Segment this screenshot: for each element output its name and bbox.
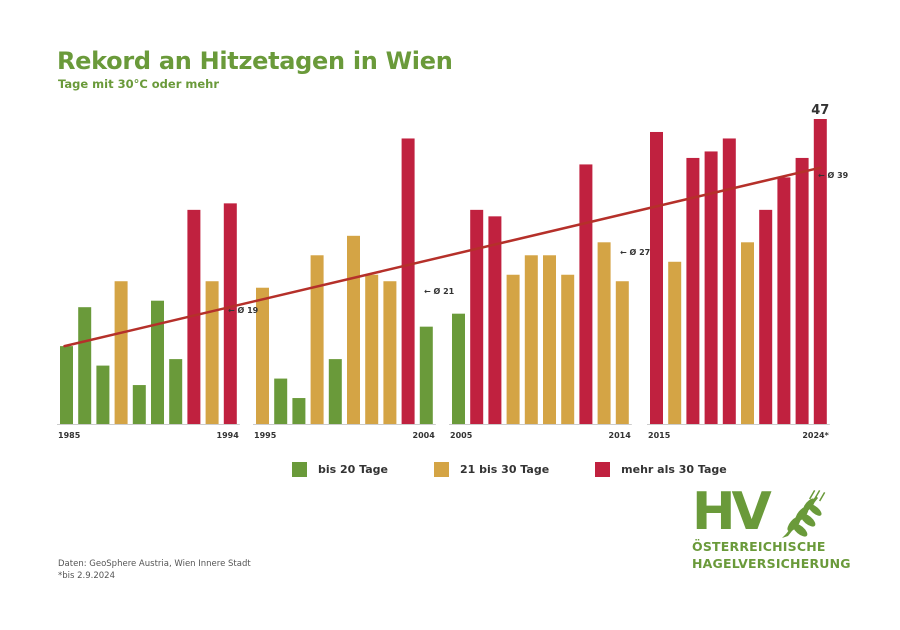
bar-1988 bbox=[114, 281, 128, 424]
bar-2013 bbox=[597, 242, 611, 424]
x-tick-label: 2004 bbox=[413, 431, 436, 440]
bar-2011 bbox=[561, 274, 575, 424]
bar-2022 bbox=[777, 177, 791, 424]
bar-2003 bbox=[401, 138, 415, 424]
bar-1995 bbox=[256, 287, 269, 424]
bar-1996 bbox=[274, 378, 288, 424]
chart-title: Rekord an Hitzetagen in Wien bbox=[57, 47, 453, 75]
bar-2016 bbox=[668, 261, 682, 424]
bar-2018 bbox=[704, 151, 718, 424]
bar-chart: 1985 1994 1995 2004 2005 2014 2015 2024* ← Ø 19 ←… bbox=[57, 103, 849, 440]
bar-1985 bbox=[60, 346, 73, 424]
logo-text-line1: ÖSTERREICHISCHE bbox=[692, 539, 826, 554]
bar-2005 bbox=[452, 313, 465, 424]
bar-2004 bbox=[419, 326, 433, 424]
bar-2020 bbox=[741, 242, 754, 424]
logo-mark: HV bbox=[692, 482, 772, 542]
x-tick-label: 1985 bbox=[58, 431, 81, 440]
legend-label-low: bis 20 Tage bbox=[318, 463, 389, 476]
bar-1990 bbox=[151, 300, 164, 424]
bar-1987 bbox=[96, 365, 110, 424]
legend-swatch-low bbox=[292, 462, 307, 477]
x-tick-label: 1994 bbox=[217, 431, 240, 440]
logo-text: ÖSTERREICHISCHE HAGELVERSICHERUNG bbox=[692, 538, 851, 572]
bar-2019 bbox=[722, 138, 736, 424]
bar-2007 bbox=[488, 216, 502, 424]
chart-subtitle: Tage mit 30°C oder mehr bbox=[58, 77, 220, 91]
bar-2024 bbox=[813, 119, 827, 424]
wheat-icon bbox=[782, 489, 826, 538]
data-source: Daten: GeoSphere Austria, Wien Innere St… bbox=[58, 559, 251, 569]
x-tick-label: 1995 bbox=[254, 431, 277, 440]
bar-2023 bbox=[795, 157, 809, 425]
bar-2000 bbox=[347, 235, 360, 424]
bar-2006 bbox=[470, 209, 484, 424]
average-label: ← Ø 19 bbox=[228, 305, 259, 315]
x-tick-label: 2005 bbox=[450, 431, 473, 440]
bar-2010 bbox=[543, 255, 556, 424]
bar-2014 bbox=[615, 281, 629, 424]
legend-swatch-high bbox=[595, 462, 611, 477]
bar-2021 bbox=[759, 209, 773, 424]
footer: Daten: GeoSphere Austria, Wien Innere St… bbox=[58, 558, 251, 582]
company-logo: HV ÖSTERREICHISCHE HAGELVERSICHERUNG bbox=[692, 482, 862, 578]
bar-1989 bbox=[132, 385, 146, 424]
bar-1999 bbox=[328, 359, 342, 424]
bar-1986 bbox=[78, 307, 92, 424]
legend-item-high: mehr als 30 Tage bbox=[595, 462, 727, 477]
x-tick-label: 2014 bbox=[609, 431, 632, 440]
bar-2002 bbox=[383, 281, 397, 424]
bar-2001 bbox=[365, 274, 379, 424]
bar-1998 bbox=[310, 255, 324, 424]
bar-2009 bbox=[524, 255, 538, 424]
legend-item-mid: 21 bis 30 Tage bbox=[434, 462, 549, 477]
bar-2008 bbox=[506, 274, 520, 424]
legend-label-mid: 21 bis 30 Tage bbox=[460, 463, 550, 476]
logo-text-line2: HAGELVERSICHERUNG bbox=[692, 556, 851, 571]
trend-line bbox=[63, 166, 822, 348]
bar-1997 bbox=[292, 398, 306, 424]
bar-1994 bbox=[223, 203, 237, 424]
bar-2015 bbox=[650, 131, 663, 424]
average-label: ← Ø 27 bbox=[620, 247, 650, 257]
bar-1992 bbox=[187, 209, 201, 424]
bar-1991 bbox=[169, 359, 183, 424]
average-label: ← Ø 21 bbox=[424, 286, 455, 296]
legend-item-low: bis 20 Tage bbox=[292, 462, 388, 477]
legend-swatch-mid bbox=[434, 462, 450, 477]
average-label: ← Ø 39 bbox=[818, 170, 849, 180]
chart-legend: bis 20 Tage 21 bis 30 Tage mehr als 30 T… bbox=[292, 462, 773, 477]
bar-2012 bbox=[579, 164, 593, 424]
bar-1993 bbox=[205, 281, 219, 424]
data-label-2024: 47 bbox=[811, 103, 829, 118]
bar-2017 bbox=[686, 157, 700, 425]
x-tick-label: 2015 bbox=[648, 431, 671, 440]
footnote: *bis 2.9.2024 bbox=[58, 571, 115, 581]
legend-label-high: mehr als 30 Tage bbox=[621, 463, 727, 476]
x-tick-label: 2024* bbox=[802, 431, 829, 440]
